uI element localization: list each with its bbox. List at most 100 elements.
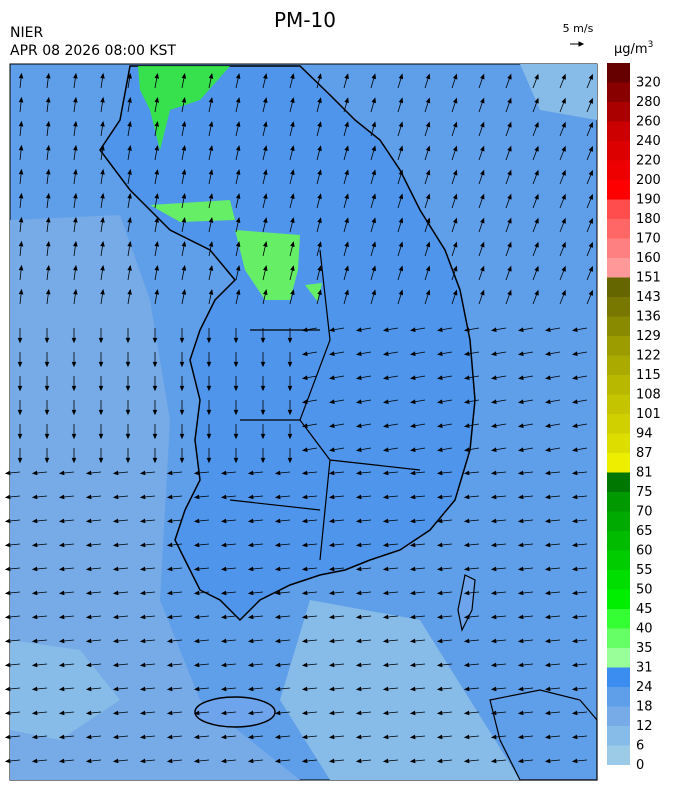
wind-arrow-head (71, 337, 77, 344)
wind-arrow-head (208, 289, 214, 295)
wind-arrow-head (301, 351, 308, 356)
wind-arrow-head (71, 433, 77, 440)
wind-arrow-head (409, 375, 416, 380)
wind-arrow-head (166, 518, 173, 524)
wind-arrow-head (534, 289, 539, 296)
wind-arrow-head (4, 518, 11, 524)
wind-arrow-head (193, 662, 200, 668)
wind-arrow-head (517, 518, 524, 524)
wind-arrow-head (260, 409, 266, 416)
wind-arrow-head (100, 216, 105, 223)
wind-arrow-head (463, 351, 470, 356)
wind-arrow-head (206, 385, 212, 392)
wind-arrow-head (452, 241, 458, 248)
wind-arrow-head (45, 240, 51, 247)
wind-arrow-head (247, 470, 254, 476)
wind-arrow-head (534, 121, 539, 128)
wind-arrow-head (139, 638, 146, 644)
wind-arrow-head (382, 590, 389, 596)
wind-arrow-head (233, 361, 239, 368)
legend-swatch (607, 394, 630, 414)
wind-arrow-head (45, 264, 51, 271)
wind-arrow-head (73, 96, 78, 103)
wind-arrow-head (100, 192, 105, 199)
wind-arrow-head (31, 470, 38, 476)
wind-arrow-head (193, 734, 200, 740)
wind-arrow-head (301, 470, 308, 476)
wind-arrow-head (18, 216, 24, 223)
wind-arrow-head (371, 217, 376, 224)
wind-arrow-head (152, 337, 158, 344)
legend-swatch (607, 570, 630, 590)
wind-arrow-head (220, 614, 227, 620)
wind-arrow-head (534, 97, 539, 104)
wind-arrow-head (355, 566, 362, 572)
wind-arrow-head (382, 327, 389, 332)
wind-arrow-head (100, 168, 105, 175)
wind-arrow-head (544, 566, 551, 572)
wind-arrow-head (4, 470, 11, 476)
legend-swatch (607, 277, 630, 297)
wind-arrow-head (73, 192, 78, 199)
wind-arrow-head (58, 494, 65, 500)
wind-arrow-head (328, 758, 335, 764)
wind-arrow-head (355, 542, 362, 548)
wind-arrow-head (208, 265, 214, 271)
wind-arrow-head (436, 494, 443, 500)
wind-arrow-head (31, 566, 38, 572)
legend-swatch (607, 472, 630, 492)
wind-arrow-head (73, 264, 78, 271)
wind-arrow-head (382, 638, 389, 644)
legend-label: 280 (636, 95, 661, 110)
wind-arrow-head (452, 169, 458, 176)
wind-arrow-head (274, 590, 281, 596)
wind-arrow-head (301, 566, 308, 572)
wind-arrow-head (463, 542, 470, 548)
wind-arrow-head (18, 288, 24, 295)
wind-arrow-head (260, 433, 266, 440)
wind-arrow-head (355, 662, 362, 668)
legend-label: 12 (636, 719, 653, 734)
wind-arrow-head (290, 169, 295, 176)
wind-arrow-head (328, 518, 335, 524)
wind-arrow-head (409, 590, 416, 596)
wind-arrow-head (139, 686, 146, 692)
wind-arrow-head (382, 542, 389, 548)
legend-label: 260 (636, 115, 661, 130)
wind-arrow-head (490, 638, 497, 644)
wind-arrow-head (382, 662, 389, 668)
wind-arrow-head (452, 289, 458, 296)
wind-arrow-head (463, 375, 470, 380)
legend-swatch (607, 648, 630, 668)
wind-arrow-head (409, 638, 416, 644)
wind-arrow-head (409, 686, 416, 692)
wind-arrow-head (17, 337, 23, 344)
wind-arrow-head (4, 686, 11, 692)
wind-arrow-head (371, 193, 376, 200)
wind-arrow-head (517, 566, 524, 572)
wind-arrow-head (571, 542, 578, 548)
wind-arrow-head (507, 121, 512, 128)
wind-arrow-head (480, 289, 485, 296)
wind-arrow-head (166, 614, 173, 620)
wind-arrow-head (4, 542, 11, 548)
wind-arrow-head (344, 169, 349, 176)
wind-arrow-head (452, 73, 458, 80)
wind-arrow-head (490, 710, 497, 716)
wind-arrow-head (235, 121, 241, 127)
wind-arrow-head (463, 518, 470, 524)
wind-scale-label: 5 m/s (563, 22, 594, 35)
wind-arrow-head (58, 758, 65, 764)
wind-arrow-head (371, 121, 376, 128)
wind-arrow-head (544, 447, 551, 452)
legend-swatch (607, 355, 630, 375)
wind-arrow-head (517, 686, 524, 692)
wind-arrow-head (247, 686, 254, 692)
wind-arrow-head (139, 590, 146, 596)
wind-arrow-head (301, 686, 308, 692)
wind-arrow-head (206, 457, 212, 464)
wind-arrow-head (127, 216, 132, 223)
wind-arrow-head (517, 614, 524, 620)
wind-arrow-head (220, 590, 227, 596)
wind-arrow-head (179, 361, 185, 368)
